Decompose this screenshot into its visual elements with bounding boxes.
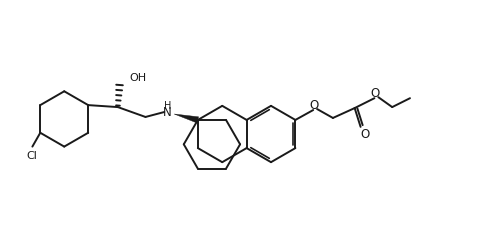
Text: OH: OH [130, 73, 147, 83]
Text: O: O [309, 98, 319, 111]
Polygon shape [174, 114, 198, 123]
Text: O: O [360, 128, 369, 141]
Text: N: N [163, 105, 172, 118]
Text: O: O [371, 86, 380, 99]
Text: Cl: Cl [26, 151, 37, 161]
Text: H: H [163, 101, 171, 111]
